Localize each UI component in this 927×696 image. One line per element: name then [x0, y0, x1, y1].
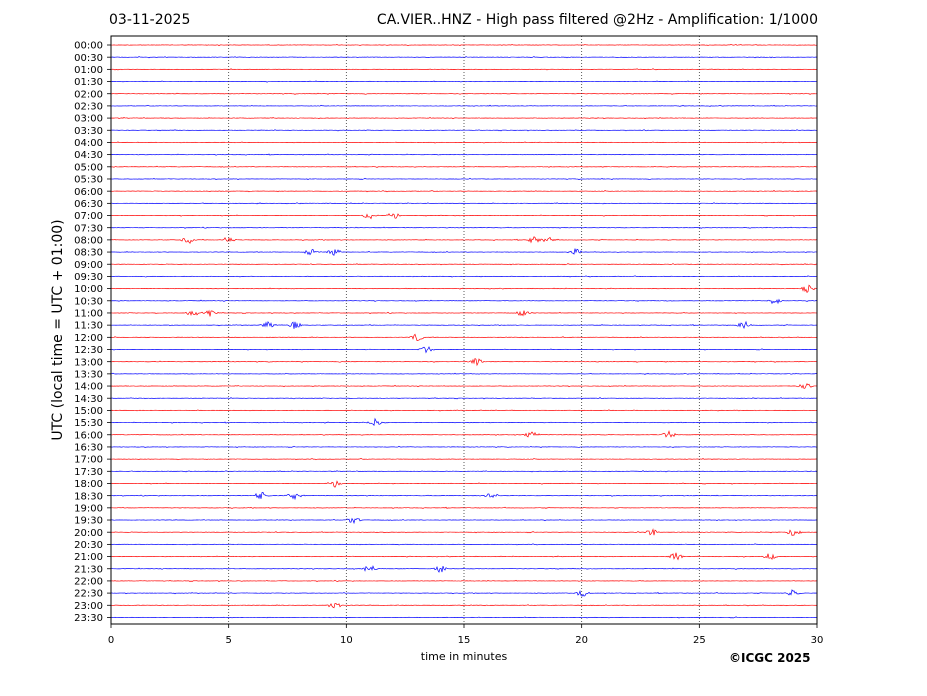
trace-0400: [110, 141, 818, 144]
trace-2200: [110, 579, 818, 583]
row-label: 20:00: [74, 528, 103, 539]
row-label: 03:30: [74, 126, 103, 137]
trace-0800: [110, 236, 818, 244]
row-label: 10:00: [74, 284, 103, 295]
row-label: 08:00: [74, 235, 103, 246]
x-tick-label: 20: [575, 635, 588, 646]
x-tick-label: 25: [693, 635, 706, 646]
trace-0330: [110, 129, 818, 132]
row-label: 19:00: [74, 503, 103, 514]
row-label: 21:30: [74, 564, 103, 575]
row-label: 12:00: [74, 333, 103, 344]
row-label: 09:30: [74, 272, 103, 283]
row-label: 10:30: [74, 296, 103, 307]
row-label: 04:30: [74, 150, 103, 161]
trace-0000: [110, 43, 818, 47]
trace-1500: [110, 409, 818, 412]
row-label: 13:30: [74, 369, 103, 380]
y-axis-label: UTC (local time = UTC + 01:00): [50, 219, 66, 440]
row-label: 13:00: [74, 357, 103, 368]
row-label: 17:00: [74, 455, 103, 466]
row-label: 06:30: [74, 199, 103, 210]
row-label: 19:30: [74, 516, 103, 527]
row-label: 02:30: [74, 102, 103, 113]
row-label: 15:00: [74, 406, 103, 417]
row-label: 00:00: [74, 41, 103, 52]
row-label: 08:30: [74, 248, 103, 259]
x-axis-label: time in minutes: [421, 650, 508, 663]
row-label: 18:30: [74, 491, 103, 502]
trace-1530: [110, 417, 818, 427]
row-label: 16:30: [74, 443, 103, 454]
row-label: 03:00: [74, 114, 103, 125]
trace-1930: [110, 517, 818, 525]
row-label: 11:00: [74, 309, 103, 320]
row-label: 15:30: [74, 418, 103, 429]
row-label: 14:00: [74, 382, 103, 393]
trace-group: [110, 43, 818, 619]
row-label: 01:30: [74, 77, 103, 88]
trace-2030: [110, 543, 818, 546]
trace-0730: [110, 226, 818, 229]
row-label: 12:30: [74, 345, 103, 356]
copyright-label: ©ICGC 2025: [729, 651, 811, 665]
row-label: 18:00: [74, 479, 103, 490]
chart-title: CA.VIER..HNZ - High pass filtered @2Hz -…: [376, 12, 818, 28]
row-label: 17:30: [74, 467, 103, 478]
trace-2130: [110, 565, 818, 573]
trace-2000: [110, 528, 818, 536]
x-tick-label: 10: [340, 635, 353, 646]
row-label: 11:30: [74, 321, 103, 332]
date-label: 03-11-2025: [109, 12, 191, 28]
trace-0300: [110, 116, 818, 120]
row-label: 01:00: [74, 65, 103, 76]
trace-1400: [110, 383, 818, 389]
x-tick-group: 0 5 10 15 20 25 30: [108, 624, 824, 646]
row-label: 23:00: [74, 601, 103, 612]
row-label: 06:00: [74, 187, 103, 198]
trace-2330: [110, 616, 818, 619]
trace-0430: [110, 153, 818, 156]
trace-1430: [110, 397, 818, 400]
grid-group: [228, 36, 700, 624]
row-label: 04:00: [74, 138, 103, 149]
row-label: 05:00: [74, 162, 103, 173]
trace-1600: [110, 430, 818, 438]
row-label: 07:30: [74, 223, 103, 234]
trace-0700: [110, 213, 818, 220]
row-label: 21:00: [74, 552, 103, 563]
x-tick-label: 0: [108, 635, 114, 646]
row-label: 05:30: [74, 175, 103, 186]
trace-0530: [110, 177, 818, 181]
trace-1130: [110, 320, 818, 329]
trace-0830: [110, 248, 818, 256]
trace-2300: [110, 602, 818, 609]
row-label: 16:00: [74, 430, 103, 441]
trace-0500: [110, 165, 818, 168]
trace-1300: [110, 357, 818, 367]
row-label: 22:00: [74, 577, 103, 588]
x-tick-label: 15: [458, 635, 471, 646]
x-tick-label: 30: [811, 635, 824, 646]
trace-0600: [110, 190, 818, 193]
trace-0630: [110, 202, 818, 205]
row-label: 14:30: [74, 394, 103, 405]
x-tick-label: 5: [225, 635, 231, 646]
row-label: 09:00: [74, 260, 103, 271]
row-label: 00:30: [74, 53, 103, 64]
trace-2100: [110, 552, 818, 561]
row-label: 02:00: [74, 89, 103, 100]
row-label: 22:30: [74, 589, 103, 600]
row-label: 20:30: [74, 540, 103, 551]
trace-1330: [110, 372, 818, 375]
row-label: 07:00: [74, 211, 103, 222]
trace-2230: [110, 589, 818, 597]
trace-1200: [110, 333, 818, 341]
trace-1230: [110, 346, 817, 354]
row-label: 23:30: [74, 613, 103, 624]
